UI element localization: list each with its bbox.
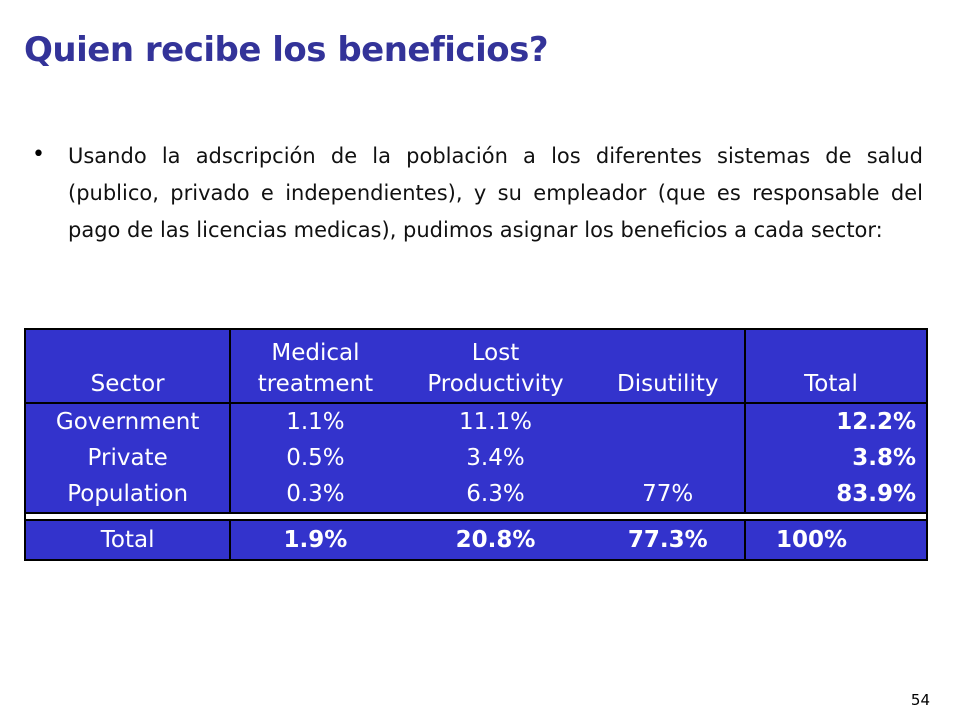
row-lost: 11.1% [458,409,533,435]
row-medical: 1.1% [286,409,345,435]
bullet-icon: • [32,142,45,167]
table-header-row: Medical Lost [25,329,927,366]
header-medical-line2: treatment [230,366,400,404]
benefits-table: Medical Lost Sector treatment Productivi… [24,328,928,561]
row-lost: 6.3% [399,476,592,514]
table-row: Government 1.1% 11.1% 12.2% [25,403,927,440]
row-sector: Government [25,403,232,440]
row-medical: 0.3% [230,476,400,514]
row-total: 3.8% [852,445,916,471]
row-total: 83.9% [745,476,927,514]
header-medical-line1: Medical [271,340,360,366]
bullet-text: Usando la adscripción de la población a … [68,144,923,242]
row-lost: 3.4% [466,445,525,471]
header-total: Total [745,366,927,404]
header-disutility-top [591,329,746,366]
header-sector: Sector [25,366,232,404]
header-total-top [745,329,927,366]
header-sector-top [25,329,232,366]
header-lost-line2: Productivity [399,366,592,404]
total-sector: Total [25,519,232,560]
table-spacer [25,513,927,520]
slide-title: Quien recibe los beneficios? [24,30,549,70]
row-total: 12.2% [836,409,916,435]
row-sector: Population [25,476,232,514]
page-number: 54 [910,691,930,709]
header-disutility: Disutility [591,366,746,404]
total-medical: 1.9% [230,519,400,560]
table-header-row: Sector treatment Productivity Disutility… [25,366,927,404]
total-disutility: 77.3% [591,519,746,560]
row-disutility [591,403,746,440]
row-disutility [591,440,746,476]
spacer-cell [25,513,927,520]
row-sector: Private [25,440,232,476]
table-row: Private 0.5% 3.4% 3.8% [25,440,927,476]
table-total-row: Total 1.9% 20.8% 77.3% 100% [25,519,927,560]
table-row: Population 0.3% 6.3% 77% 83.9% [25,476,927,514]
row-medical: 0.5% [286,445,345,471]
total-total: 100% [745,519,927,560]
header-lost-line1: Lost [471,340,520,366]
total-lost: 20.8% [399,519,592,560]
row-disutility: 77% [591,476,746,514]
bullet-item: • Usando la adscripción de la población … [28,138,928,249]
